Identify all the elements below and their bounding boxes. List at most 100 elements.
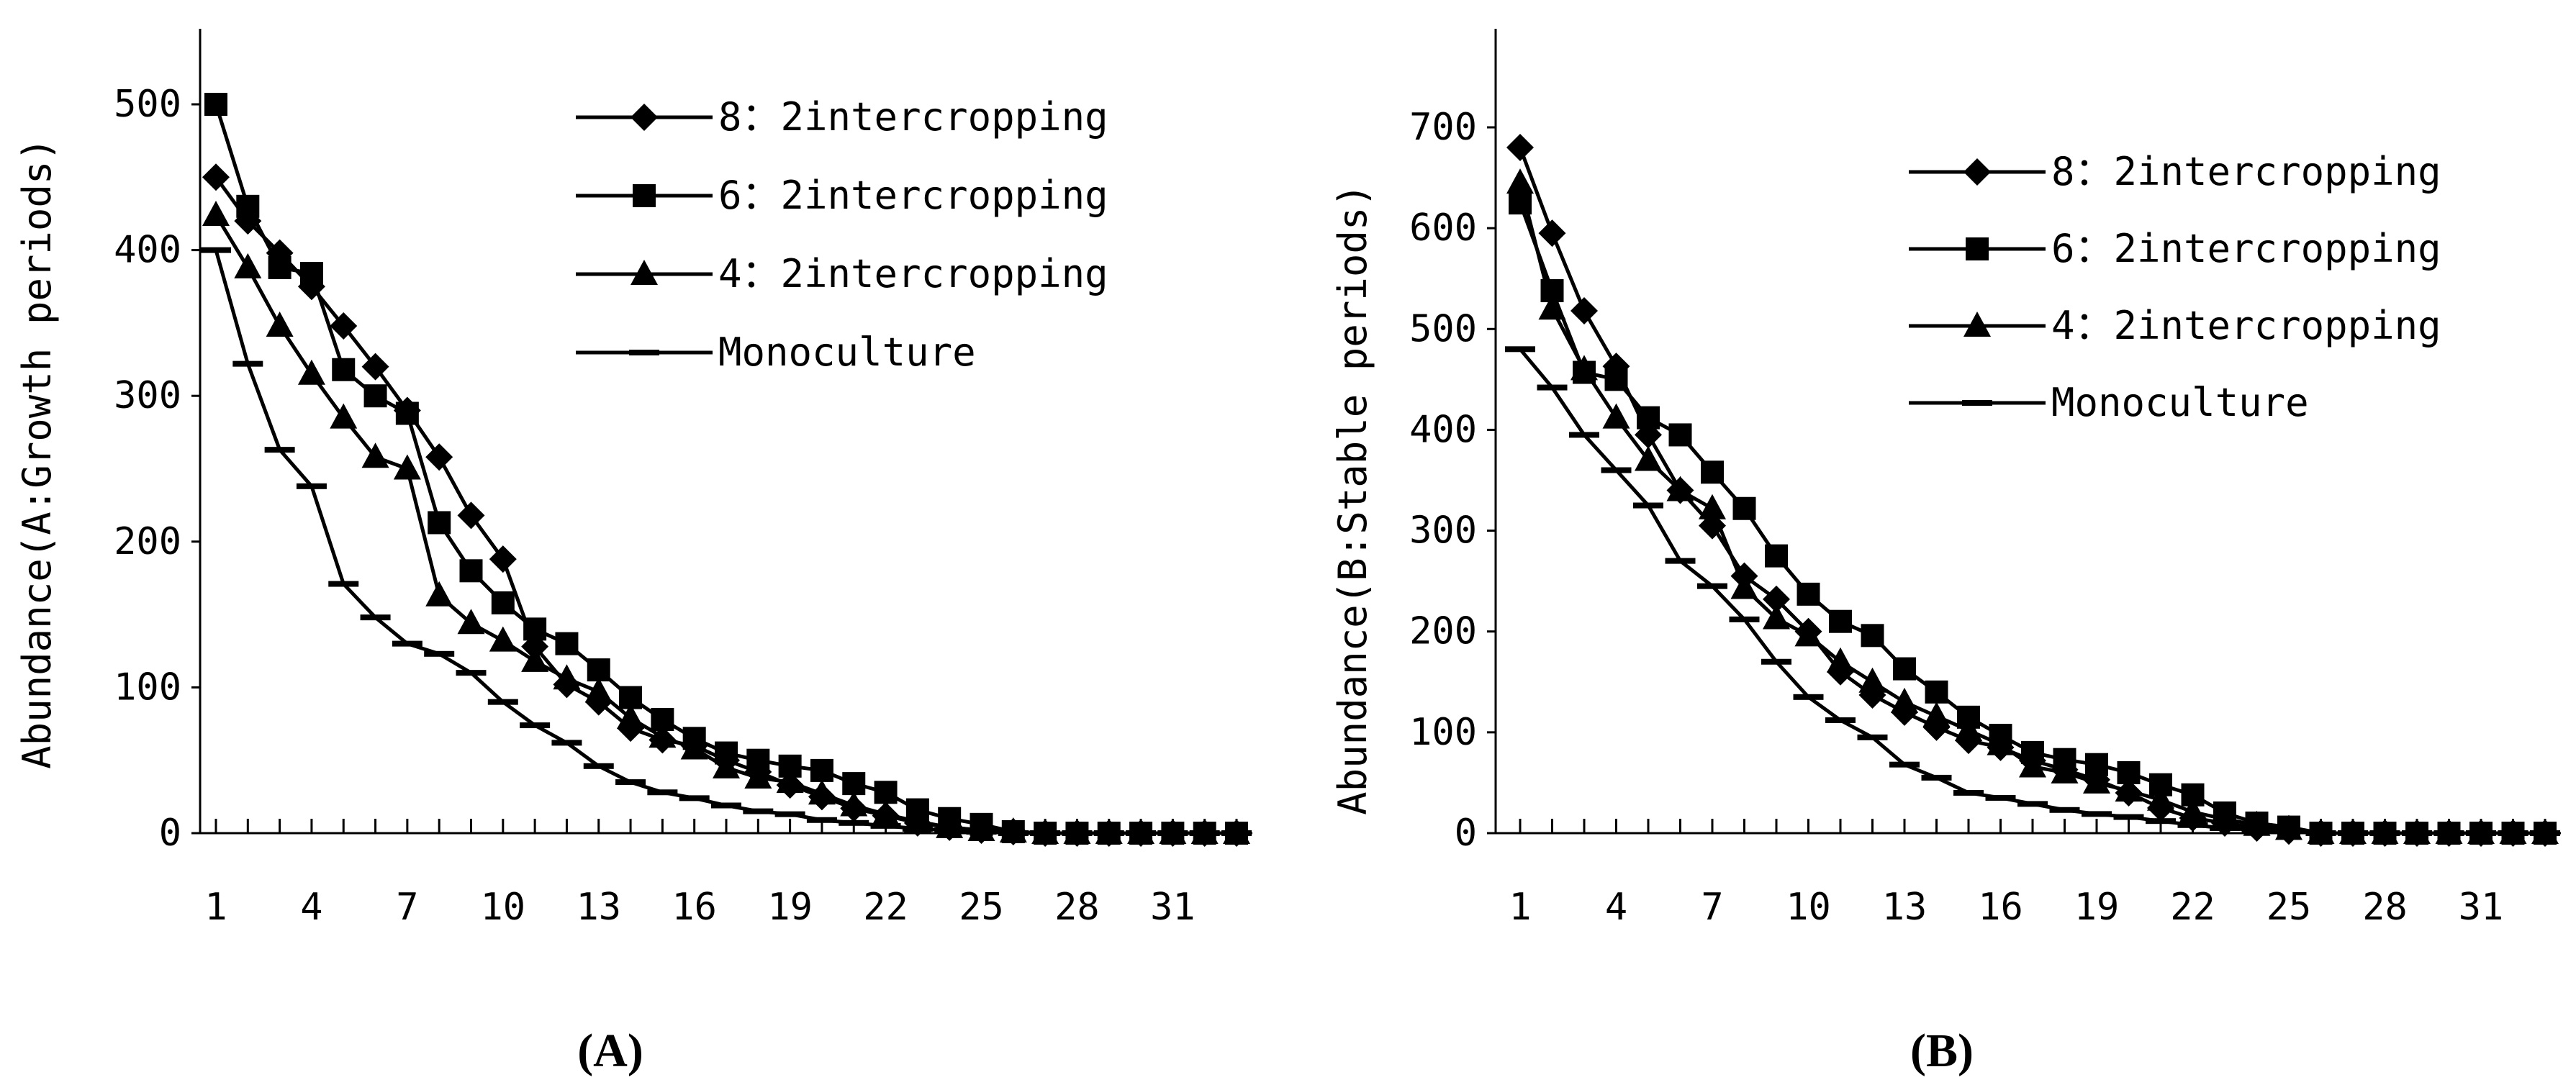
panel-a-triangle-point — [330, 403, 358, 429]
panel-a-triangle-point — [234, 253, 262, 278]
panel-a-dash-point — [1062, 830, 1093, 836]
panel-a-dash-point — [1189, 830, 1220, 836]
legend-entry-label: 4：2intercropping — [2051, 303, 2441, 348]
panel-a-dash-point — [806, 817, 837, 823]
panel-label-a: (A) — [577, 1025, 643, 1077]
panel-b-y-tick-label: 500 — [1409, 307, 1477, 350]
panel-b-dash-point — [1697, 583, 1727, 589]
panel-b-dash-point — [2369, 830, 2400, 836]
legend-square-marker — [633, 184, 656, 207]
panel-a-triangle-point — [744, 763, 772, 789]
panel-b-square-point — [1797, 582, 1820, 606]
panel-b-dash-point — [1729, 616, 1760, 622]
panel-b-dash-point — [1569, 432, 1599, 438]
panel-b-triangle-point — [1538, 294, 1566, 320]
legend-entry-label: 8：2intercropping — [2051, 149, 2441, 194]
panel-b-triangle-point — [1891, 687, 1918, 713]
panel-b-dash-point — [1857, 734, 1888, 740]
panel-b-dash-point — [1985, 794, 2016, 801]
panel-a-triangle-point — [872, 799, 900, 825]
panel-b-x-tick-label: 19 — [2074, 886, 2120, 929]
panel-a-square-point — [363, 384, 387, 408]
panel-b-triangle-point — [1827, 647, 1854, 673]
panel-b-triangle-point — [2179, 797, 2207, 823]
panel-b-triangle-point — [1730, 573, 1758, 599]
panel-a-x-tick-label: 25 — [959, 886, 1004, 929]
panel-b-triangle-point — [1635, 445, 1662, 471]
panel-a-square-point — [459, 559, 483, 583]
legend-diamond-marker — [1963, 158, 1991, 186]
panel-a-dash-point — [870, 822, 901, 829]
panel-b-triangle-point — [1763, 604, 1790, 630]
panel-a-triangle-point — [840, 791, 868, 817]
panel-a-dash-point — [934, 827, 965, 833]
panel-b-x-tick-label: 22 — [2170, 886, 2215, 929]
panel-b-triangle-point — [1506, 168, 1534, 194]
panel-b-triangle-point — [2115, 776, 2143, 802]
panel-b-triangle-point — [1858, 667, 1886, 693]
panel-b-dash-point — [2274, 828, 2304, 835]
panel-a-square-point — [810, 758, 833, 782]
panel-b-dash-point — [1921, 774, 1952, 781]
panel-a-square-point — [428, 511, 451, 535]
panel-a-dash-point — [1221, 830, 1252, 836]
panel-b-square-point — [1861, 624, 1884, 648]
panel-a-diamond-point — [361, 353, 389, 381]
panel-b-triangle-point — [1571, 355, 1598, 381]
legend-diamond-marker — [631, 104, 658, 131]
panel-b-x-tick-label: 16 — [1978, 886, 2023, 929]
panel-b-dash-point — [2082, 811, 2112, 817]
panel-a-dash-point — [1126, 830, 1157, 836]
panel-b-x-tick-label: 4 — [1605, 886, 1627, 929]
panel-a-triangle-point — [361, 442, 389, 468]
panel-a-dash-point — [392, 640, 422, 647]
panel-a-y-tick-label: 200 — [114, 520, 181, 563]
panel-b-triangle-point — [1794, 621, 1822, 647]
panel-a-legend: 8：2intercropping 6：2intercropping 4：2inter… — [576, 94, 1108, 375]
panel-b-x-tick-label: 28 — [2362, 886, 2408, 929]
panel-a-diamond-point — [489, 545, 517, 573]
panel-a-x-tick-label: 13 — [576, 886, 621, 929]
panel-a-triangle-point — [776, 768, 804, 794]
legend-entry-label: 8：2intercropping — [718, 94, 1108, 140]
panel-b-x-tick-label: 10 — [1786, 886, 1831, 929]
panel-b-x-tick-label: 31 — [2459, 886, 2504, 929]
panel-a-dash-point — [232, 360, 263, 367]
panel-a-triangle-point — [584, 677, 613, 703]
panel-a-square-point — [236, 194, 260, 218]
panel-a-triangle-point — [393, 454, 421, 480]
panel-a-dash-point — [487, 699, 518, 705]
panel-a-triangle-point — [266, 311, 294, 337]
panel-b-triangle-point — [2083, 768, 2110, 794]
panel-b-series-line-triangle — [1518, 182, 2545, 835]
panel-a-dash-point — [966, 828, 997, 835]
panel-a-x-tick-label: 4 — [300, 886, 322, 929]
panel-a-dash-point — [679, 795, 710, 801]
panel-a-x-tick-label: 16 — [672, 886, 717, 929]
panel-b-y-tick-label: 100 — [1409, 711, 1477, 754]
panel-a-square-point — [523, 617, 547, 641]
panel-a-triangle-point — [489, 626, 517, 652]
panel-b-dash-point — [2305, 830, 2336, 836]
panel-b-square-point — [1893, 657, 1916, 681]
panel-a-square-point — [555, 632, 579, 655]
panel-a-dash-point — [1030, 830, 1061, 836]
panel-a-diamond-point — [330, 312, 358, 340]
panel-a-dash-point — [424, 650, 455, 657]
panel-b-square-point — [1925, 680, 1948, 704]
panel-a-diamond-point — [425, 443, 453, 471]
panel-b-dash-point — [2433, 830, 2464, 836]
panel-b-y-tick-label: 0 — [1455, 812, 1477, 855]
panel-a-dash-point — [902, 825, 933, 832]
panel-label-b: (B) — [1910, 1025, 1974, 1077]
legend-entry-label: Monoculture — [2051, 380, 2309, 425]
panel-b-triangle-point — [1955, 716, 1982, 742]
panel-b-legend: 8：2intercropping 6：2intercropping 4：2inter… — [1909, 149, 2441, 425]
panel-a-triangle-point — [202, 200, 230, 226]
panel-b-triangle-point — [1987, 730, 2015, 755]
panel-a-y-tick-label: 100 — [114, 666, 181, 709]
panel-b-x-tick-label: 25 — [2267, 886, 2312, 929]
panel-a-square-point — [491, 591, 515, 614]
panel-a-triangle-point — [457, 609, 485, 635]
